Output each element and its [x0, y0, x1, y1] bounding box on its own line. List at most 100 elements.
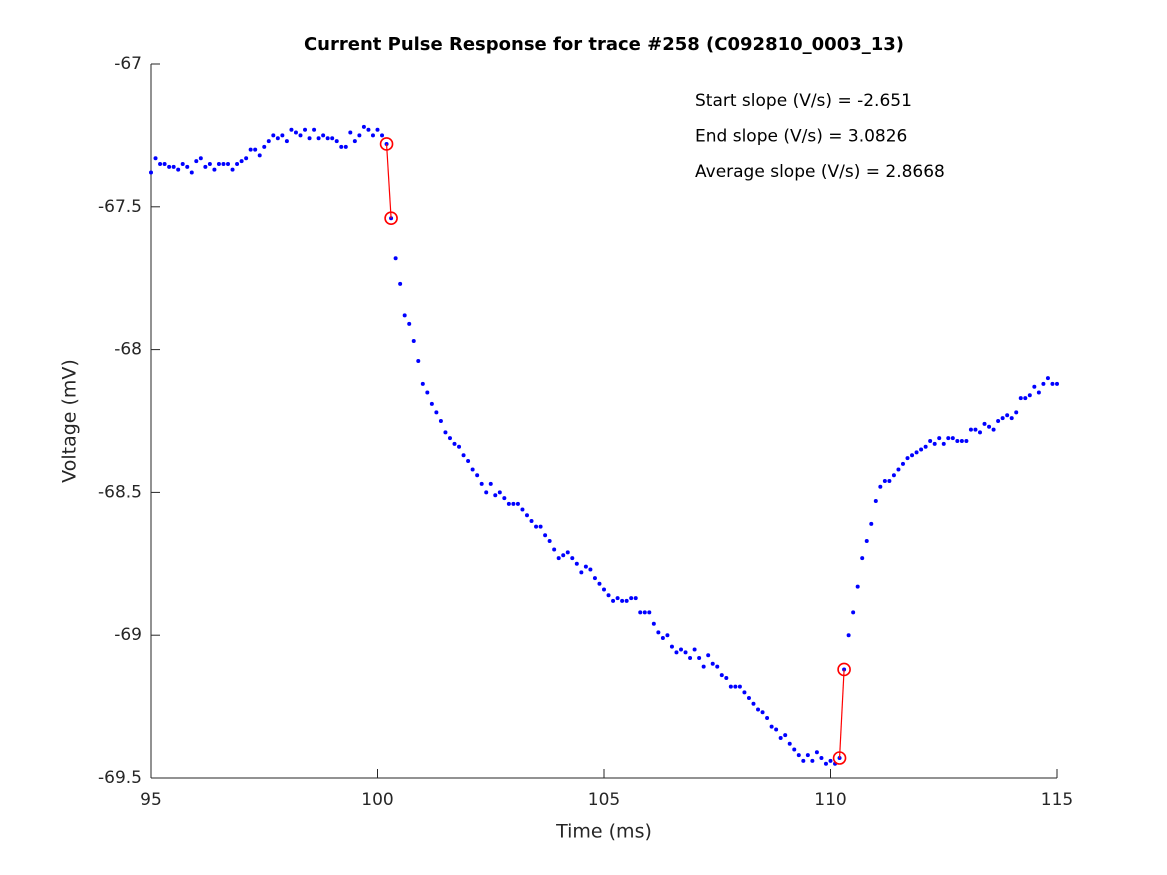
data-point: [706, 653, 711, 658]
x-tick-label: 95: [140, 790, 162, 810]
data-point: [1036, 390, 1041, 395]
data-point: [402, 313, 407, 318]
data-point: [466, 458, 471, 463]
annotation: Start slope (V/s) = -2.651: [695, 91, 912, 111]
y-tick-label: -69.5: [98, 768, 142, 788]
data-point: [375, 127, 380, 132]
data-point: [724, 676, 729, 681]
data-point: [615, 596, 620, 601]
data-point: [864, 538, 869, 543]
data-point: [534, 524, 539, 529]
data-point: [443, 430, 448, 435]
data-point: [429, 401, 434, 406]
data-point: [357, 133, 362, 138]
data-point: [977, 430, 982, 435]
data-point: [946, 436, 951, 441]
data-point: [792, 747, 797, 752]
data-point: [692, 647, 697, 652]
data-point: [420, 381, 425, 386]
data-point: [493, 493, 498, 498]
data-point: [162, 161, 167, 166]
data-point: [189, 170, 194, 175]
data-point: [153, 156, 158, 161]
data-point: [289, 127, 294, 132]
slope-marker: [837, 662, 851, 677]
data-point: [556, 556, 561, 561]
data-point: [1005, 413, 1010, 418]
data-point: [502, 496, 507, 501]
data-point: [230, 167, 235, 172]
data-point: [325, 136, 330, 141]
data-point: [207, 161, 212, 166]
data-point: [203, 164, 208, 169]
data-point: [198, 156, 203, 161]
data-point: [810, 758, 815, 763]
chart-title: Current Pulse Response for trace #258 (C…: [304, 34, 904, 55]
data-point: [774, 727, 779, 732]
y-tick-label: -69: [114, 625, 142, 645]
data-point: [715, 664, 720, 669]
data-point: [552, 547, 557, 552]
data-point: [860, 556, 865, 561]
data-point: [239, 159, 244, 164]
data-point: [262, 144, 267, 149]
data-point: [629, 596, 634, 601]
data-point: [787, 741, 792, 746]
data-point: [330, 136, 335, 141]
data-point: [515, 501, 520, 506]
data-point: [742, 690, 747, 695]
data-point: [964, 438, 969, 443]
data-point: [284, 139, 289, 144]
data-point: [683, 650, 688, 655]
data-point: [452, 441, 457, 446]
data-point: [158, 161, 163, 166]
data-point: [149, 170, 153, 175]
data-point: [212, 167, 217, 172]
data-point: [642, 610, 647, 615]
data-point: [303, 127, 308, 132]
data-point: [624, 598, 629, 603]
data-point: [271, 133, 276, 138]
data-point: [783, 733, 788, 738]
data-point: [275, 136, 280, 141]
data-point: [855, 584, 860, 589]
data-point: [828, 758, 833, 763]
data-point: [438, 419, 443, 423]
data-point: [416, 359, 421, 364]
data-point: [497, 490, 502, 495]
data-point: [475, 473, 480, 478]
data-point: [180, 161, 185, 166]
data-point: [380, 133, 385, 138]
data-point: [679, 647, 684, 652]
data-point: [185, 164, 190, 169]
data-point: [611, 598, 616, 603]
y-tick-label: -67: [114, 54, 142, 74]
data-point: [851, 610, 856, 615]
data-point: [1014, 410, 1019, 415]
x-tick-label: 110: [814, 790, 846, 810]
data-point: [543, 533, 548, 538]
x-tick-label: 115: [1041, 790, 1073, 810]
data-point: [814, 750, 819, 755]
data-point: [321, 133, 326, 138]
data-point: [982, 421, 987, 426]
data-point: [529, 518, 534, 523]
data-point: [765, 716, 770, 721]
data-point: [1055, 381, 1059, 386]
data-point: [398, 281, 403, 286]
data-point: [914, 450, 919, 455]
data-point: [688, 656, 693, 661]
data-point: [447, 436, 452, 441]
data-point: [955, 438, 960, 443]
data-point: [1050, 381, 1055, 386]
data-point: [760, 710, 765, 715]
data-point: [561, 553, 566, 558]
y-tick-label: -68: [114, 340, 142, 360]
data-point: [457, 444, 462, 449]
data-point: [393, 256, 398, 261]
data-point: [778, 736, 783, 741]
data-point: [701, 664, 706, 669]
data-point: [606, 593, 611, 598]
data-point: [737, 684, 742, 689]
data-point: [293, 130, 298, 135]
